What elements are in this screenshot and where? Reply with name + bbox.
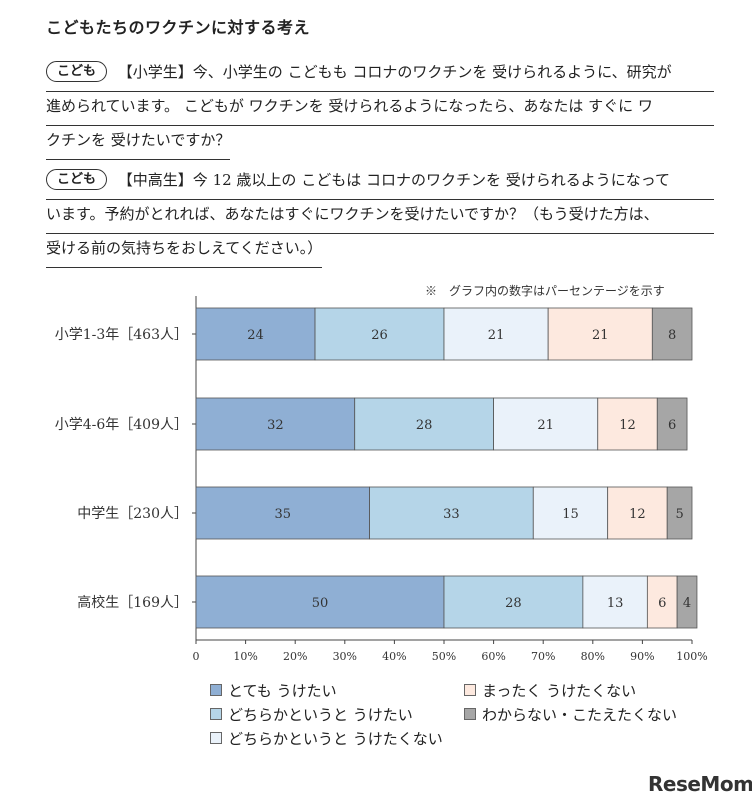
x-tick-label: 60% — [481, 650, 505, 663]
data-label: 15 — [562, 507, 579, 522]
bar-segment — [656, 397, 688, 451]
question-line: います。予約がとれれば、あなたはすぐにワクチンを受けたいですか？（もう受けた方は… — [46, 205, 659, 223]
data-label: 32 — [267, 418, 284, 433]
category-label: 高校生［169人］ — [77, 594, 188, 611]
question-line: 受ける前の気持ちをおしえてください。） — [46, 239, 323, 257]
legend-item: どちらかというと うけたい — [210, 704, 413, 725]
data-label: 28 — [505, 596, 522, 611]
data-label: 28 — [416, 418, 433, 433]
data-label: 21 — [592, 328, 609, 343]
category-label: 中学生［230人］ — [77, 506, 188, 522]
bar-segment — [676, 575, 698, 629]
x-tick-label: 90% — [630, 650, 654, 663]
question-line: 【小学生】今、小学生の こどもも コロナのワクチンを 受けられるように、研究が — [117, 63, 672, 81]
bar-segment — [443, 575, 584, 629]
x-tick-label: 50% — [432, 650, 456, 663]
x-tick-label: 100% — [676, 650, 707, 663]
x-tick-label: 0 — [193, 650, 200, 663]
bar-segment — [607, 486, 668, 540]
question-elementary: こども 【小学生】今、小学生の こどもも コロナのワクチンを 受けられるように、… — [46, 58, 714, 164]
data-label: 12 — [629, 507, 646, 522]
data-label: 5 — [675, 507, 683, 522]
x-tick-label: 10% — [233, 650, 257, 663]
bar-segment — [651, 307, 693, 361]
legend-item: わからない・こたえたくない — [464, 704, 677, 725]
bar-segment — [354, 397, 495, 451]
bar-segment — [666, 486, 693, 540]
question-line: クチンを 受けたいですか？ — [46, 131, 231, 149]
x-tick-label: 70% — [531, 650, 555, 663]
legend-label: まったく うけたくない — [482, 682, 637, 700]
legend-label: とても うけたい — [228, 682, 337, 700]
legend-item: とても うけたい — [210, 680, 337, 701]
bar-segment — [195, 397, 356, 451]
bar-segment — [195, 575, 445, 629]
question-line: 【中高生】今 12 歳以上の こどもは コロナのワクチンを 受けられるようになっ… — [117, 171, 670, 189]
data-label: 50 — [312, 596, 329, 611]
legend-item: どちらかというと うけたくない — [210, 728, 443, 749]
x-tick-label: 80% — [581, 650, 605, 663]
legend-label: どちらかというと うけたい — [228, 706, 413, 724]
question-secondary: こども 【中高生】今 12 歳以上の こどもは コロナのワクチンを 受けられるよ… — [46, 166, 714, 272]
legend-swatch — [210, 732, 222, 744]
question-line: 進められています。 こどもが ワクチンを 受けられるようになったら、あなたは す… — [46, 97, 653, 115]
bar-segment — [582, 575, 648, 629]
category-label: 小学4-6年［409人］ — [55, 417, 188, 433]
legend-item: まったく うけたくない — [464, 680, 636, 701]
data-label: 12 — [619, 418, 636, 433]
resemom-logo: ReseMom — [648, 772, 752, 796]
data-label: 4 — [683, 596, 691, 611]
bar-segment — [547, 307, 653, 361]
kodomo-badge: こども — [46, 61, 108, 82]
legend-swatch — [464, 684, 476, 696]
data-label: 6 — [658, 596, 666, 611]
chart-note: ※ グラフ内の数字はパーセンテージを示す — [425, 284, 665, 298]
category-label: 小学1-3年［463人］ — [55, 327, 188, 343]
bar-segment — [314, 307, 445, 361]
legend-label: わからない・こたえたくない — [482, 706, 678, 724]
page-title: こどもたちのワクチンに対する考え — [46, 18, 311, 37]
bar-segment — [369, 486, 534, 540]
data-label: 33 — [443, 507, 460, 522]
data-label: 21 — [537, 418, 554, 433]
bar-segment — [532, 486, 609, 540]
bar-segment — [443, 307, 549, 361]
kodomo-badge: こども — [46, 169, 108, 190]
data-label: 8 — [668, 328, 676, 343]
x-tick-label: 20% — [283, 650, 307, 663]
data-label: 26 — [371, 328, 388, 343]
legend-label: どちらかというと うけたくない — [228, 730, 443, 748]
data-label: 24 — [247, 328, 264, 343]
data-label: 35 — [275, 507, 292, 522]
legend-swatch — [210, 684, 222, 696]
legend-swatch — [210, 708, 222, 720]
data-label: 21 — [488, 328, 505, 343]
bar-segment — [646, 575, 678, 629]
bar-segment — [195, 486, 371, 540]
x-tick-label: 30% — [333, 650, 357, 663]
data-label: 6 — [668, 418, 676, 433]
data-label: 13 — [607, 596, 624, 611]
legend-swatch — [464, 708, 476, 720]
x-tick-label: 40% — [382, 650, 406, 663]
